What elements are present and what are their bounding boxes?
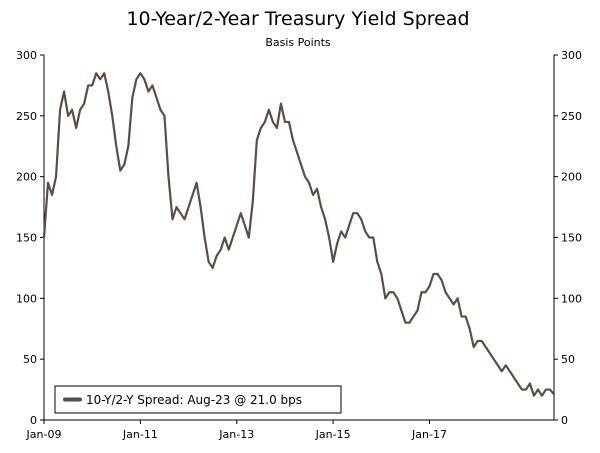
axes	[43, 55, 555, 421]
left-y-tick-label: 200	[16, 171, 37, 184]
left-y-tick-label: 150	[16, 232, 37, 245]
chart-title: 10-Year/2-Year Treasury Yield Spread	[126, 8, 469, 30]
right-y-tick-label: 200	[561, 171, 582, 184]
left-y-ticks: 0 50 100 150 200 250 300	[16, 49, 44, 427]
left-y-tick-label: 250	[16, 110, 37, 123]
right-y-tick-label: 100	[561, 292, 582, 305]
right-y-tick-label: 50	[561, 353, 575, 366]
left-y-tick-label: 0	[30, 414, 37, 427]
x-tick-label: Jan-09	[26, 428, 62, 441]
x-tick-label: Jan-15	[315, 428, 351, 441]
legend: 10-Y/2-Y Spread: Aug-23 @ 21.0 bps	[54, 385, 342, 414]
series-line	[42, 72, 556, 397]
right-y-ticks: 0 50 100 150 200 250 300	[554, 49, 582, 427]
left-y-tick-label: 50	[23, 353, 37, 366]
legend-label: 10-Y/2-Y Spread: Aug-23 @ 21.0 bps	[86, 393, 302, 407]
right-y-tick-label: 250	[561, 110, 582, 123]
x-tick-label: Jan-13	[218, 428, 254, 441]
series-layer	[42, 72, 556, 397]
left-y-tick-label: 100	[16, 292, 37, 305]
x-ticks: Jan-09 Jan-11 Jan-13 Jan-15 Jan-17	[26, 420, 447, 441]
x-tick-label: Jan-17	[411, 428, 447, 441]
right-y-tick-label: 0	[561, 414, 568, 427]
legend-box	[54, 385, 342, 414]
right-y-tick-label: 300	[561, 49, 582, 62]
left-y-tick-label: 300	[16, 49, 37, 62]
chart-subtitle: Basis Points	[265, 36, 331, 49]
right-y-tick-label: 150	[561, 232, 582, 245]
x-tick-label: Jan-11	[122, 428, 158, 441]
